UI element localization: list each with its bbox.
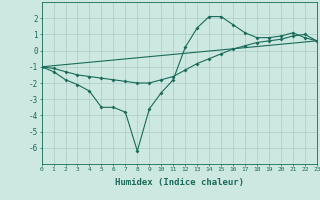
X-axis label: Humidex (Indice chaleur): Humidex (Indice chaleur)	[115, 178, 244, 187]
